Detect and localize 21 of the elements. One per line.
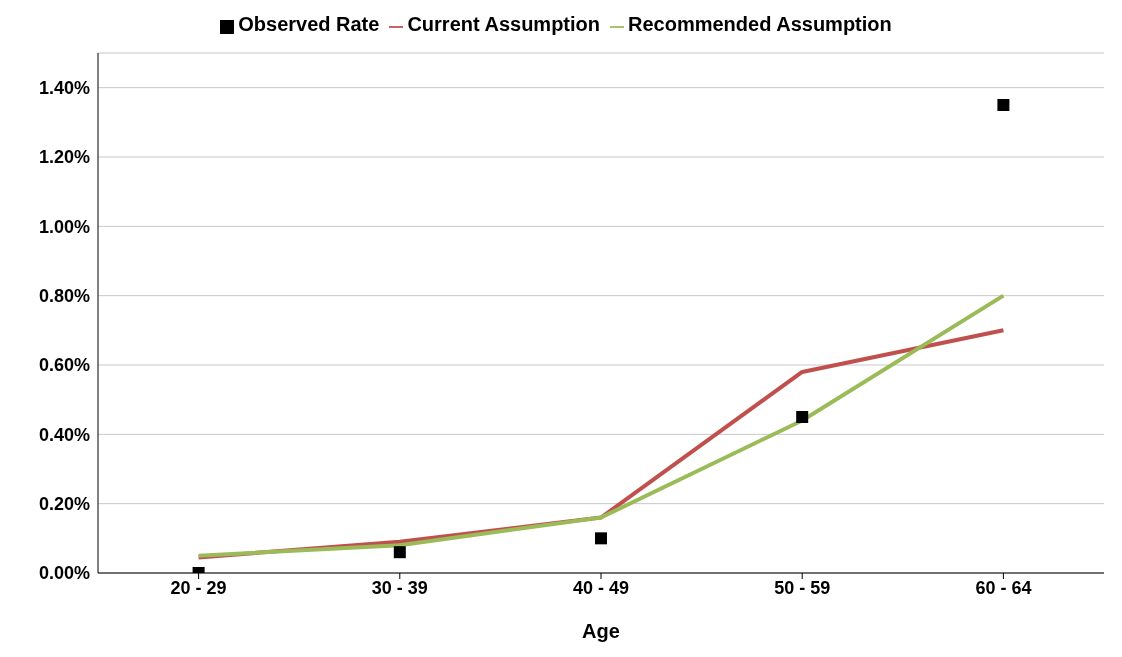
point [595, 532, 607, 545]
x-tick-label: 50 - 59 [774, 577, 831, 598]
point [997, 99, 1010, 111]
x-tick-label: 60 - 64 [975, 577, 1032, 598]
y-tick-label: 0.00% [38, 563, 90, 584]
y-tick-label: 1.20% [38, 147, 90, 168]
point [796, 411, 809, 423]
x-axis-title: Age [582, 620, 620, 642]
y-tick-label: 0.40% [38, 424, 90, 445]
y-tick-label: 0.60% [38, 355, 90, 376]
point [393, 546, 406, 559]
y-tick-label: 1.00% [38, 216, 90, 237]
x-tick-label: 40 - 49 [572, 577, 630, 598]
y-tick-label: 1.40% [38, 78, 90, 99]
legend-label: Current Assumption [407, 13, 601, 35]
y-tick-label: 0.20% [38, 494, 90, 515]
legend-label: Recommended Assumption [628, 13, 892, 35]
y-tick-label: 0.80% [38, 286, 90, 307]
x-tick-label: 20 - 29 [170, 577, 227, 598]
legend-label: Observed Rate [238, 13, 380, 35]
x-tick-label: 30 - 39 [371, 577, 428, 598]
